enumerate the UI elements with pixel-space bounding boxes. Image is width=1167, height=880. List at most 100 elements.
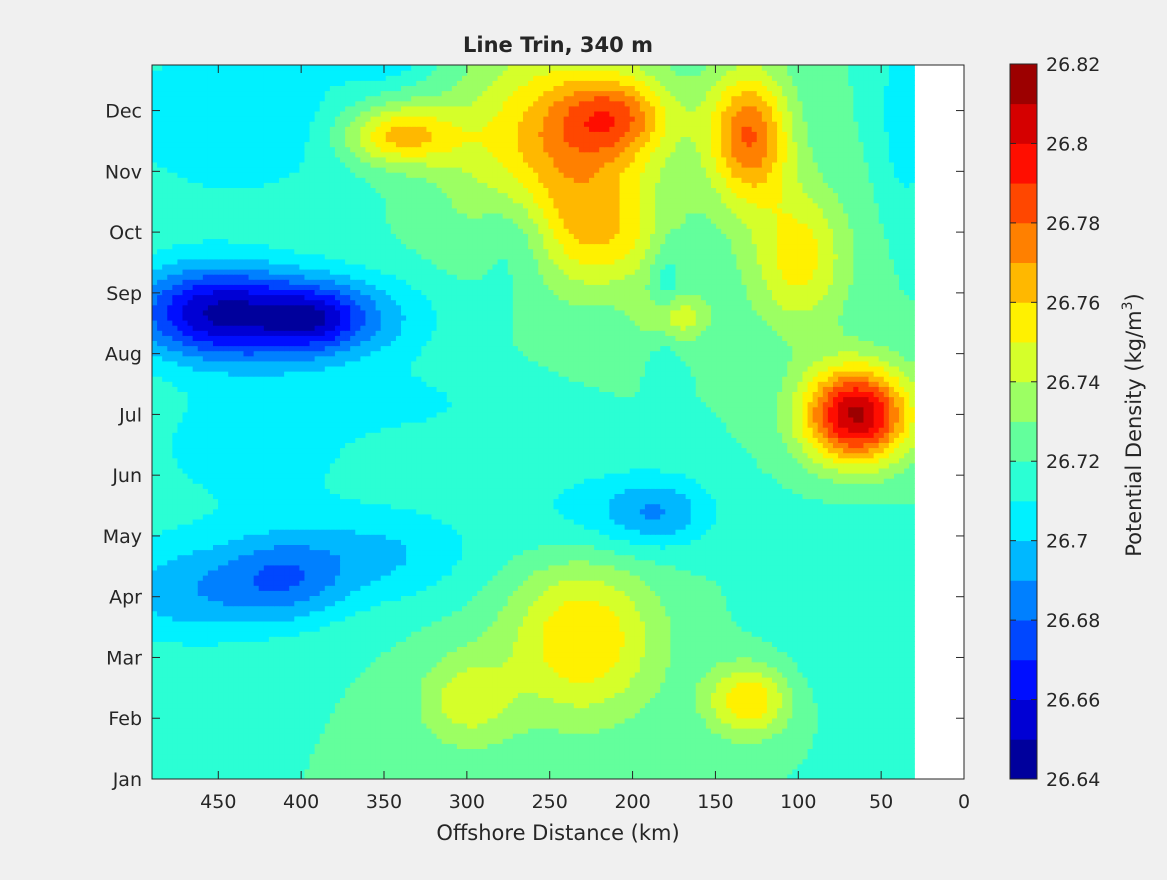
contour-cell — [569, 718, 575, 724]
contour-cell — [421, 718, 427, 724]
contour-cell — [543, 728, 549, 734]
contour-cell — [564, 743, 570, 749]
contour-cell — [386, 738, 392, 744]
contour-cell — [777, 708, 783, 714]
contour-cell — [675, 723, 681, 729]
contour-cell — [767, 657, 773, 663]
contour-cell — [802, 672, 808, 678]
contour-cell — [782, 703, 788, 709]
contour-cell — [721, 723, 727, 729]
contour-cell — [233, 631, 239, 637]
contour-cell — [594, 708, 600, 714]
contour-cell — [904, 682, 910, 688]
contour-cell — [782, 764, 788, 770]
contour-cell — [767, 687, 773, 693]
contour-cell — [432, 636, 438, 642]
contour-cell — [467, 764, 473, 770]
contour-cell — [457, 738, 463, 744]
contour-cell — [335, 759, 341, 765]
contour-cell — [193, 641, 199, 647]
contour-cell — [492, 687, 498, 693]
contour-cell — [726, 616, 732, 622]
contour-cell — [614, 662, 620, 668]
contour-cell — [660, 723, 666, 729]
contour-cell — [503, 687, 509, 693]
contour-cell — [828, 662, 834, 668]
contour-cell — [325, 636, 331, 642]
contour-cell — [406, 718, 412, 724]
contour-cell — [569, 708, 575, 714]
contour-cell — [559, 692, 565, 698]
contour-cell — [848, 703, 854, 709]
contour-cell — [330, 606, 336, 612]
contour-cell — [742, 764, 748, 770]
contour-cell — [808, 703, 814, 709]
contour-cell — [782, 611, 788, 617]
contour-cell — [264, 672, 270, 678]
contour-cell — [813, 764, 819, 770]
contour-cell — [742, 646, 748, 652]
contour-cell — [462, 733, 468, 739]
contour-cell — [254, 769, 260, 775]
contour-cell — [518, 636, 524, 642]
contour-cell — [869, 743, 875, 749]
contour-cell — [193, 718, 199, 724]
contour-cell — [330, 754, 336, 760]
contour-cell — [802, 733, 808, 739]
contour-cell — [482, 626, 488, 632]
contour-cell — [670, 708, 676, 714]
contour-cell — [355, 687, 361, 693]
contour-cell — [452, 703, 458, 709]
contour-cell — [691, 713, 697, 719]
contour-cell — [233, 606, 239, 612]
contour-cell — [863, 641, 869, 647]
contour-cell — [182, 626, 188, 632]
contour-cell — [772, 733, 778, 739]
contour-cell — [467, 728, 473, 734]
contour-cell — [310, 759, 316, 765]
contour-cell — [320, 728, 326, 734]
contour-cell — [564, 662, 570, 668]
contour-cell — [213, 723, 219, 729]
contour-cell — [594, 764, 600, 770]
contour-cell — [457, 718, 463, 724]
contour-cell — [782, 759, 788, 765]
contour-cell — [691, 611, 697, 617]
contour-cell — [660, 754, 666, 760]
contour-cell — [182, 631, 188, 637]
contour-cell — [360, 738, 366, 744]
contour-cell — [711, 641, 717, 647]
contour-cell — [355, 769, 361, 775]
contour-cell — [752, 718, 758, 724]
contour-cell — [538, 743, 544, 749]
contour-cell — [706, 626, 712, 632]
contour-cell — [869, 646, 875, 652]
contour-cell — [503, 697, 509, 703]
contour-cell — [355, 652, 361, 658]
contour-cell — [345, 641, 351, 647]
contour-cell — [360, 631, 366, 637]
contour-cell — [345, 708, 351, 714]
contour-cell — [772, 723, 778, 729]
contour-cell — [777, 754, 783, 760]
contour-cell — [477, 672, 483, 678]
contour-cell — [426, 708, 432, 714]
contour-cell — [548, 616, 554, 622]
contour-cell — [218, 764, 224, 770]
contour-cell — [228, 641, 234, 647]
contour-cell — [640, 672, 646, 678]
contour-cell — [594, 611, 600, 617]
contour-cell — [731, 621, 737, 627]
contour-cell — [340, 631, 346, 637]
contour-cell — [584, 708, 590, 714]
contour-cell — [289, 733, 295, 739]
contour-cell — [742, 692, 748, 698]
contour-cell — [162, 733, 168, 739]
contour-cell — [182, 667, 188, 673]
contour-cell — [411, 728, 417, 734]
contour-cell — [294, 652, 300, 658]
contour-cell — [523, 692, 529, 698]
contour-cell — [249, 769, 255, 775]
contour-cell — [792, 652, 798, 658]
contour-cell — [833, 611, 839, 617]
